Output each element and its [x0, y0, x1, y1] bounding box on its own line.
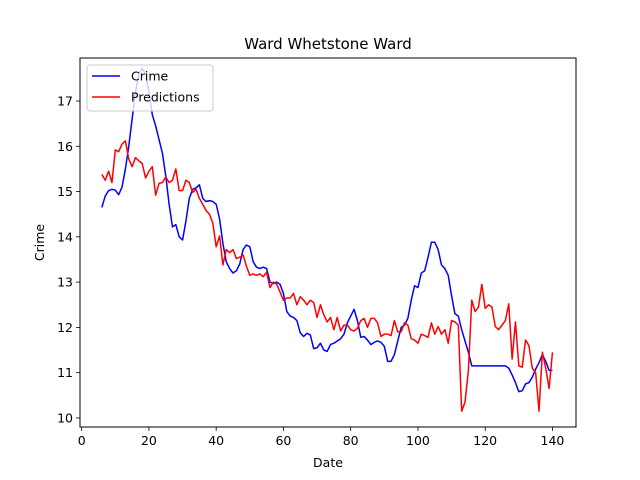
plot-area-frame: [79, 57, 577, 428]
x-tick-label: 40: [208, 433, 224, 448]
x-tick-label: 120: [473, 433, 497, 448]
series-line-crime: [101, 67, 553, 393]
x-axis-label: Date: [313, 455, 343, 470]
chart-title: Ward Whetstone Ward: [244, 35, 412, 53]
y-tick-label: 15: [57, 184, 73, 199]
legend: Crime Predictions: [86, 64, 214, 112]
y-tick-label: 16: [57, 139, 73, 154]
y-tick-label: 13: [57, 275, 73, 290]
legend-label-crime: Crime: [131, 69, 169, 84]
x-tick-label: 60: [275, 433, 291, 448]
y-tick-label: 10: [57, 410, 73, 425]
y-axis-ticks: 10 11 12 13 14 15 16 17: [57, 94, 80, 425]
plot-lines: [101, 67, 554, 412]
x-tick-label: 100: [406, 433, 430, 448]
x-tick-label: 80: [343, 433, 359, 448]
y-tick-label: 12: [57, 320, 73, 335]
y-tick-label: 14: [57, 229, 73, 244]
series-line-predictions: [101, 140, 554, 412]
y-tick-label: 17: [57, 94, 73, 109]
y-axis-label: Crime: [32, 224, 47, 262]
x-tick-label: 0: [78, 433, 86, 448]
y-tick-label: 11: [57, 365, 73, 380]
x-tick-label: 140: [541, 433, 565, 448]
x-axis-ticks: 0 20 40 60 80 100 120 140: [78, 427, 565, 448]
x-tick-label: 20: [141, 433, 157, 448]
legend-label-predictions: Predictions: [131, 90, 200, 105]
